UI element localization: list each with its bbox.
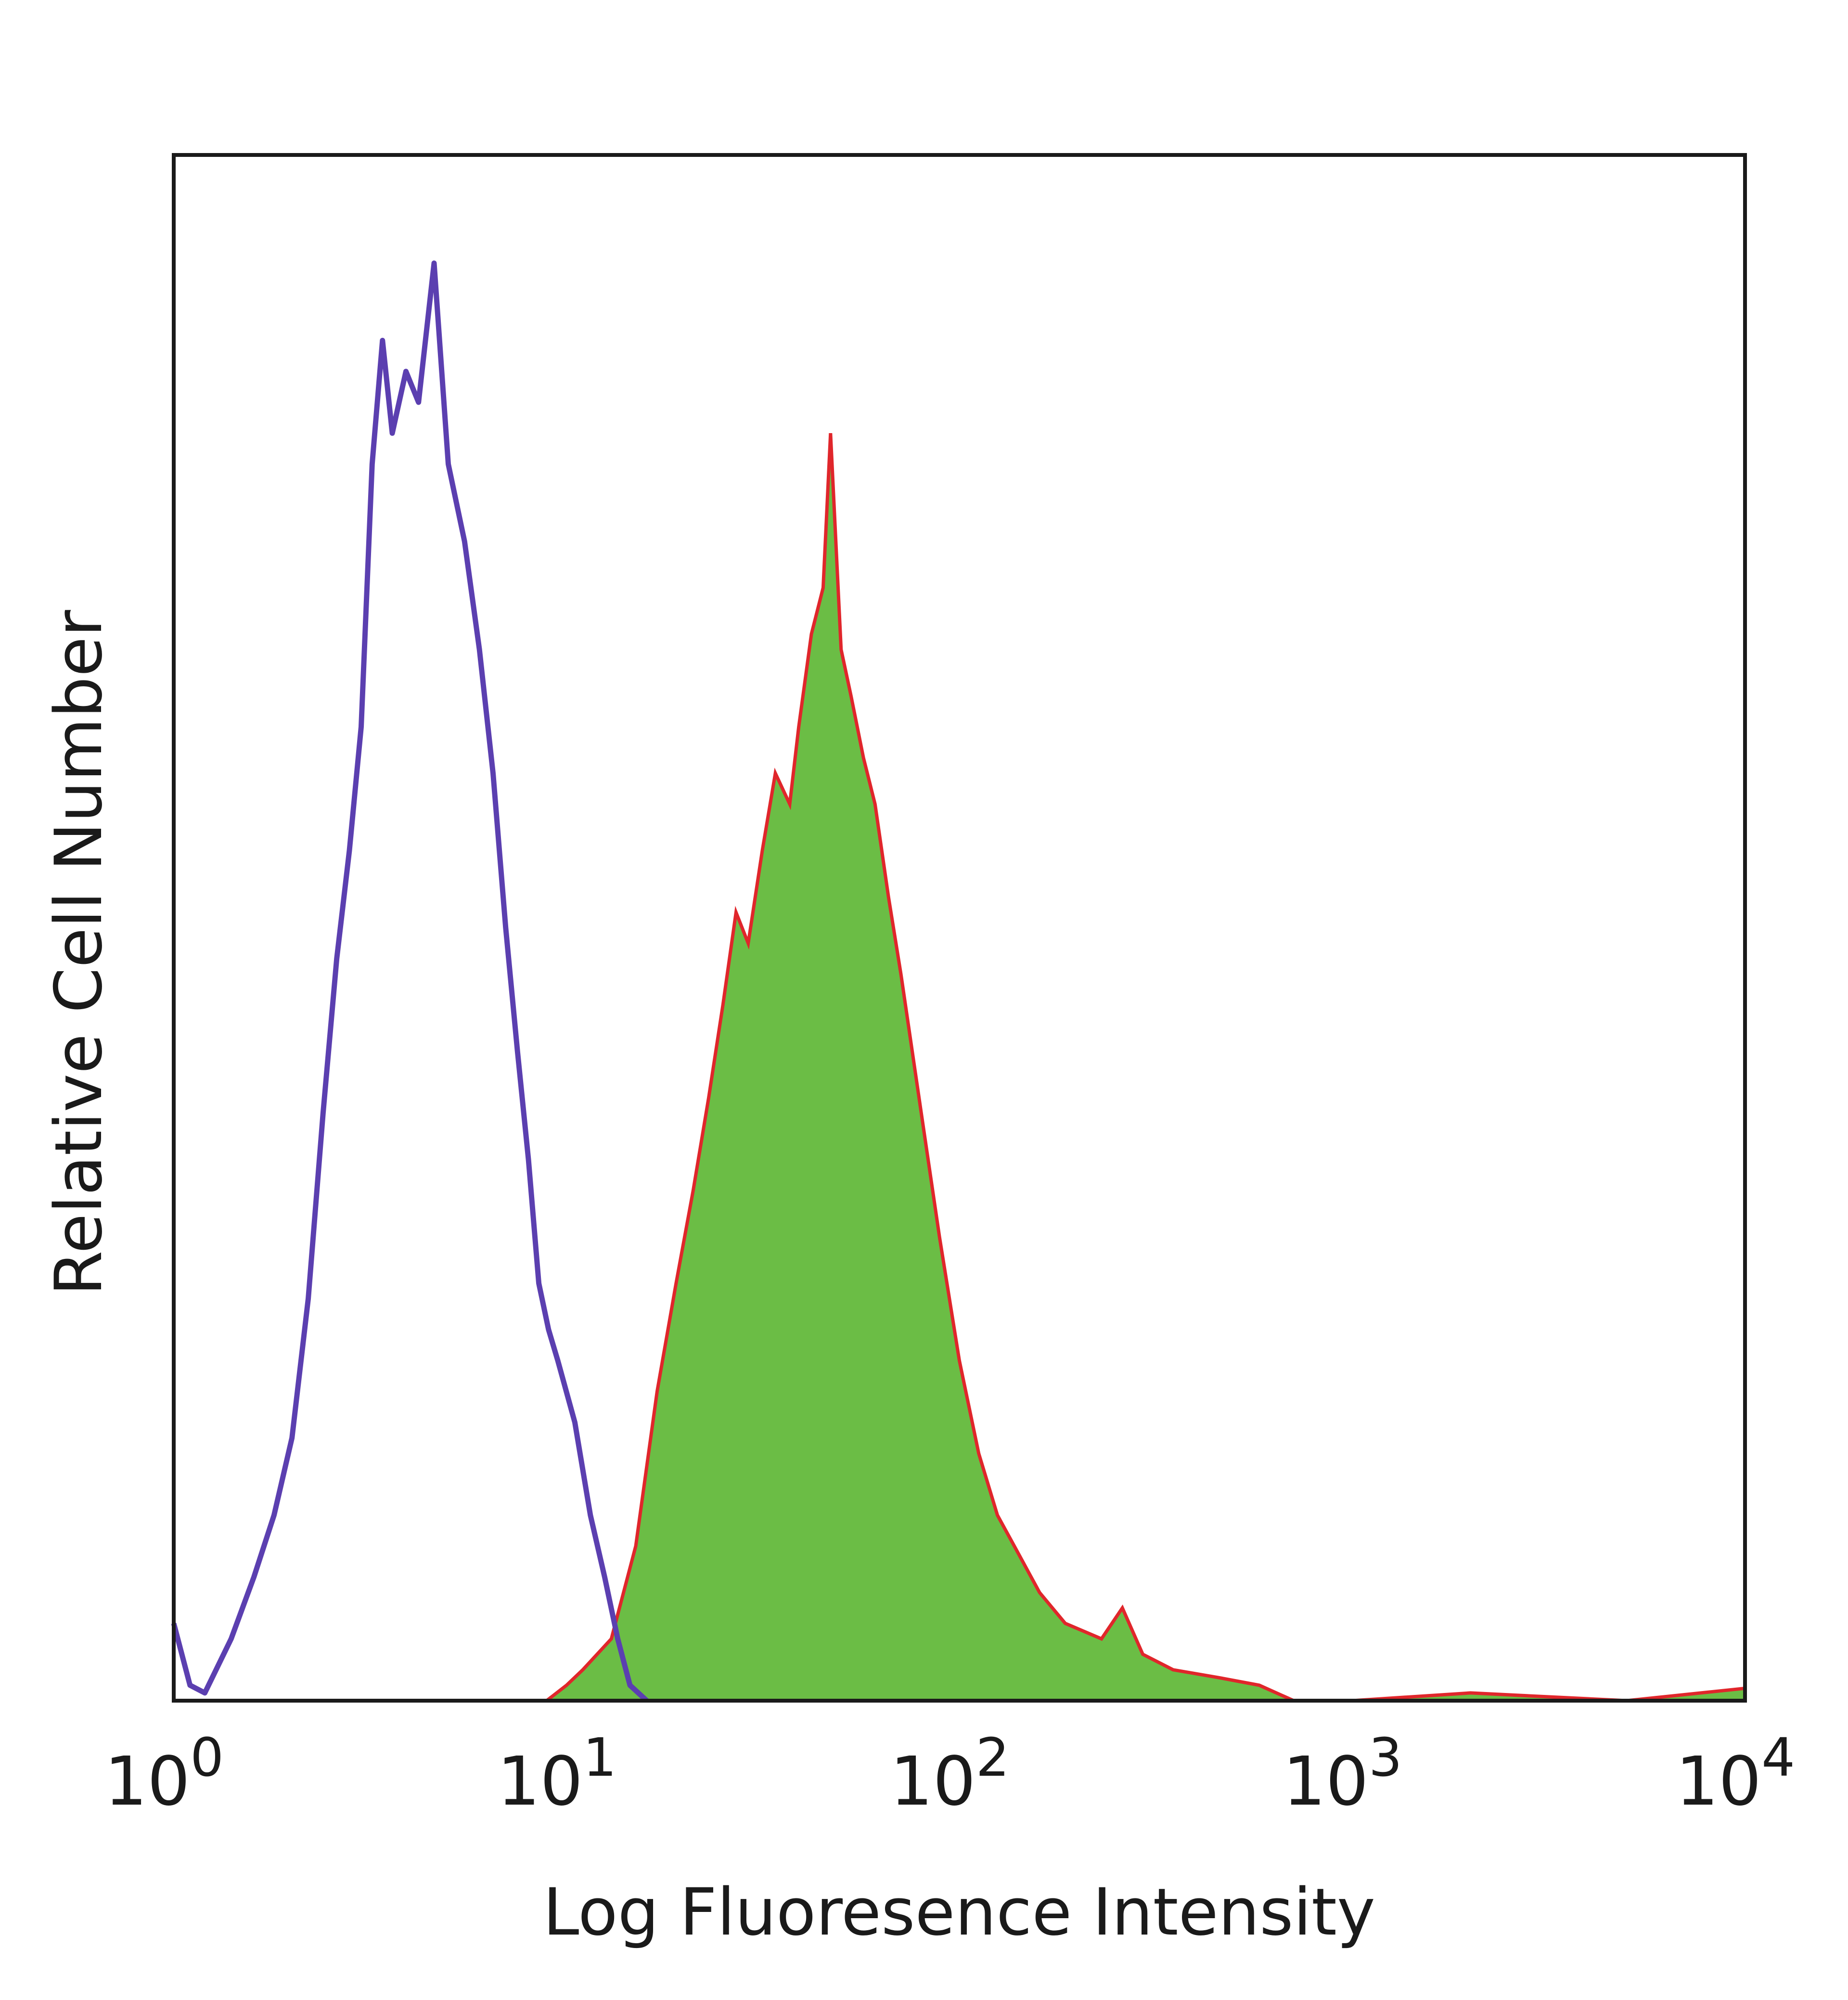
x-tick-label: 102 <box>890 1727 1009 1821</box>
series-layer <box>171 260 1745 1703</box>
x-tick-label: 101 <box>497 1727 616 1821</box>
x-tick-labels: 100 101 102 103 104 <box>104 1727 1795 1821</box>
plot-frame <box>172 153 1747 1703</box>
x-tick-base: 10 <box>890 1743 975 1821</box>
x-tick-base: 10 <box>1676 1743 1761 1821</box>
x-tick-exponent: 1 <box>583 1727 616 1788</box>
x-tick-exponent: 0 <box>190 1727 224 1788</box>
stained-histogram-outline <box>174 433 1745 1703</box>
x-tick-base: 10 <box>104 1743 190 1821</box>
x-tick-label: 103 <box>1283 1727 1402 1821</box>
x-tick-base: 10 <box>1283 1743 1369 1821</box>
stained-histogram-fill <box>174 433 1745 1701</box>
x-axis-label: Log Fluoresence Intensity <box>543 1874 1375 1950</box>
x-tick-label: 100 <box>104 1727 224 1821</box>
x-tick-exponent: 2 <box>976 1727 1010 1788</box>
x-tick-exponent: 3 <box>1369 1727 1402 1788</box>
x-tick-exponent: 4 <box>1761 1727 1795 1788</box>
x-tick-label: 104 <box>1676 1727 1795 1821</box>
y-axis-label: Relative Cell Number <box>41 610 116 1295</box>
x-tick-base: 10 <box>497 1743 583 1821</box>
control-histogram-outline <box>171 260 649 1703</box>
